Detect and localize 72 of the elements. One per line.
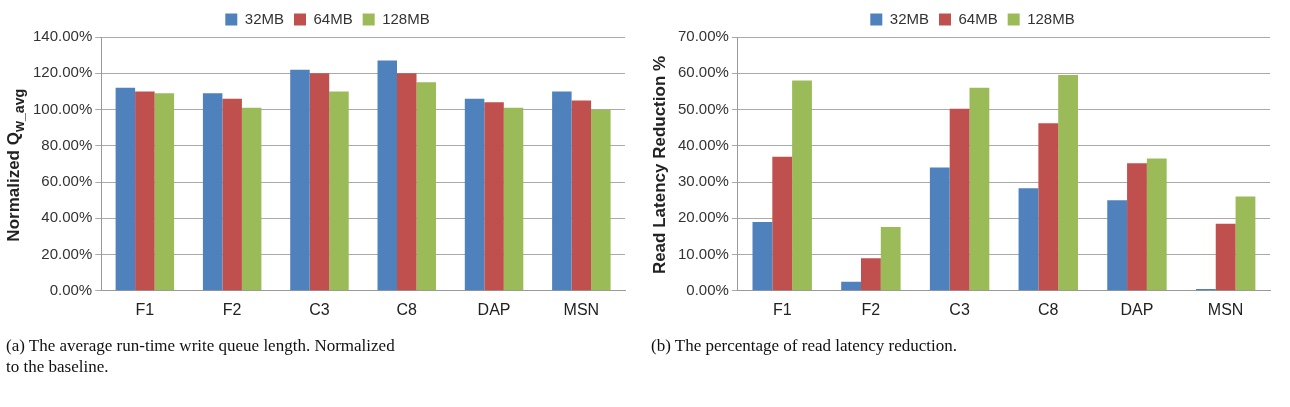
bar — [1107, 200, 1128, 291]
bar — [416, 82, 436, 291]
y-tick-label: 0.00% — [686, 280, 729, 298]
bar — [397, 73, 417, 291]
bar — [1018, 188, 1039, 291]
x-tick-label: C8 — [396, 300, 418, 318]
bar — [309, 73, 330, 291]
bar — [241, 107, 262, 291]
y-tick-label: 100.00% — [33, 99, 93, 117]
bar — [1038, 123, 1059, 291]
y-tick-label: 60.00% — [678, 63, 729, 81]
bar — [792, 80, 812, 291]
text: (b) The percentage of read latency reduction. — [651, 335, 958, 356]
bar — [571, 100, 592, 291]
bar — [484, 102, 504, 291]
y-axis-title: Read Latency Reduction % — [650, 55, 670, 275]
x-tick-label: C3 — [949, 300, 970, 318]
x-tick-label: DAP — [1120, 300, 1154, 318]
bar — [503, 107, 524, 291]
legend-label: 32MB — [244, 9, 284, 27]
bar — [772, 156, 793, 291]
bar — [115, 87, 136, 291]
bar — [329, 91, 349, 291]
bar — [841, 281, 861, 291]
y-tick-label: 80.00% — [41, 135, 93, 153]
x-tick-label: MSN — [1207, 300, 1244, 318]
x-tick-label: C8 — [1038, 300, 1059, 318]
x-tick-label: F2 — [861, 300, 881, 318]
bar — [290, 69, 310, 291]
x-tick-label: DAP — [477, 300, 511, 318]
y-tick-label: 70.00% — [678, 27, 729, 45]
bar — [949, 108, 970, 291]
y-tick-label: 120.00% — [33, 63, 93, 81]
legend-label: 64MB — [313, 9, 353, 27]
bar — [752, 221, 773, 291]
y-tick-label: 20.00% — [678, 208, 729, 226]
bar — [591, 109, 611, 291]
y-tick-label: 40.00% — [41, 208, 93, 226]
x-tick-label: F1 — [135, 300, 155, 318]
x-tick-label: MSN — [563, 300, 600, 318]
x-tick-label: F2 — [222, 300, 242, 318]
legend-label: 64MB — [958, 9, 998, 27]
bar — [552, 91, 572, 291]
legend-label: 32MB — [889, 9, 929, 27]
bar — [1058, 75, 1078, 291]
bar — [1235, 196, 1256, 291]
legend-label: 128MB — [382, 9, 430, 27]
bar — [135, 91, 155, 291]
legend-label: 128MB — [1027, 9, 1075, 27]
bar — [1215, 223, 1236, 291]
bar — [1146, 158, 1167, 291]
y-tick-label: 20.00% — [41, 244, 93, 262]
x-tick-label: C3 — [309, 300, 330, 318]
x-tick-label: F1 — [772, 300, 792, 318]
bar — [154, 93, 175, 291]
y-tick-label: 50.00% — [678, 99, 729, 117]
bar — [222, 98, 242, 291]
bar — [861, 258, 881, 291]
bar — [464, 98, 485, 291]
y-tick-label: 60.00% — [41, 172, 93, 190]
y-tick-label: 140.00% — [33, 27, 93, 45]
y-tick-label: 40.00% — [678, 135, 729, 153]
bar — [969, 87, 990, 291]
text: (a) The average run-time write queue length. Normalized to the baseline. — [6, 335, 396, 377]
y-tick-label: 10.00% — [678, 244, 729, 262]
bar — [880, 226, 901, 291]
bar — [202, 93, 223, 291]
y-tick-label: 0.00% — [49, 280, 93, 298]
y-tick-label: 30.00% — [678, 172, 729, 190]
bar — [377, 60, 398, 291]
bar — [929, 167, 950, 291]
bar — [1127, 163, 1147, 291]
